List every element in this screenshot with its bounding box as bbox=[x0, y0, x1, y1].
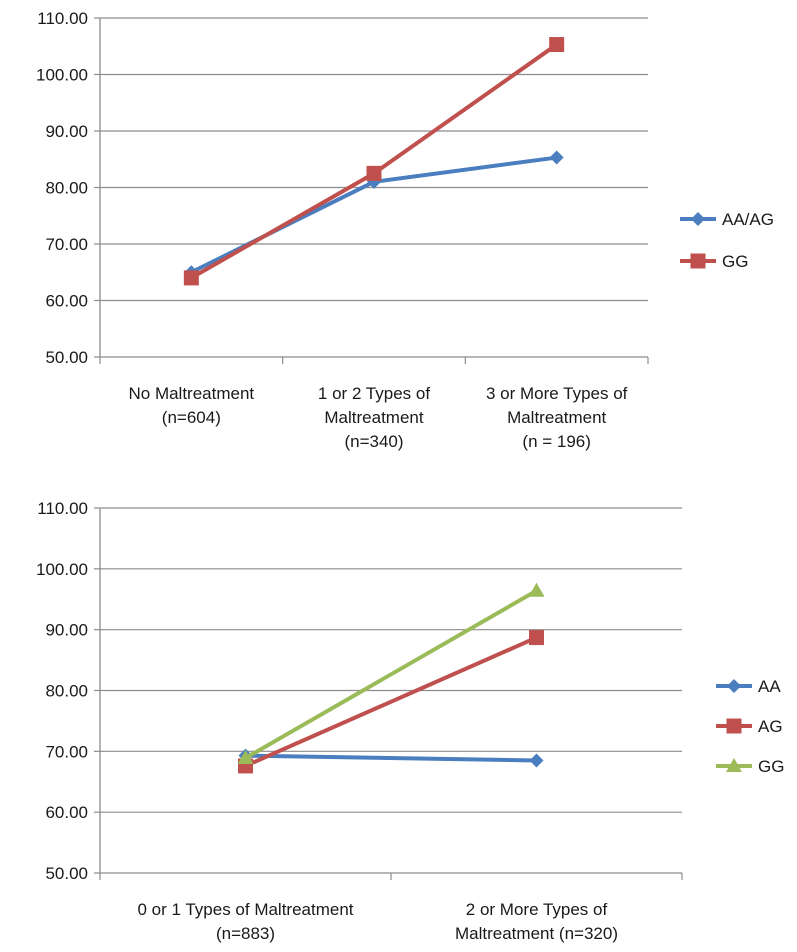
legend-item: AG bbox=[716, 717, 783, 736]
data-point bbox=[237, 750, 254, 765]
y-tick-label: 80.00 bbox=[45, 179, 88, 198]
legend-label: GG bbox=[722, 252, 748, 271]
series-line bbox=[244, 635, 538, 768]
y-tick-label: 90.00 bbox=[45, 122, 88, 141]
legend-item: GG bbox=[716, 757, 784, 776]
category-label: 0 or 1 Types of Maltreatment (n=883) bbox=[137, 900, 353, 943]
y-tick-label: 60.00 bbox=[45, 803, 88, 822]
category-label: No Maltreatment (n=604) bbox=[128, 384, 254, 427]
legend-item: GG bbox=[680, 252, 748, 271]
y-tick-label: 110.00 bbox=[37, 9, 88, 28]
y-tick-label: 100.00 bbox=[36, 560, 88, 579]
y-tick-label: 50.00 bbox=[45, 864, 88, 883]
data-point bbox=[529, 753, 544, 768]
legend-item: AA bbox=[716, 677, 781, 696]
series-gg bbox=[237, 582, 545, 765]
legend: AA/AG GG bbox=[680, 210, 774, 271]
y-tick-label: 110.00 bbox=[37, 499, 88, 518]
legend-label: GG bbox=[758, 757, 784, 776]
legend-marker bbox=[726, 718, 742, 734]
data-point bbox=[528, 582, 545, 597]
legend-label: AA/AG bbox=[722, 210, 774, 229]
y-tick-label: 50.00 bbox=[45, 348, 88, 367]
data-point bbox=[366, 165, 382, 181]
legend-marker bbox=[726, 758, 742, 772]
category-label: 3 or More Types of Maltreatment (n = 196) bbox=[486, 384, 628, 451]
y-tick-label: 70.00 bbox=[45, 235, 88, 254]
chart-top: 50.00 60.00 70.00 80.00 90.00 100.00 110.00 No … bbox=[36, 9, 774, 451]
legend-item: AA/AG bbox=[680, 210, 774, 229]
y-tick-label: 60.00 bbox=[45, 292, 88, 311]
y-tick-label: 70.00 bbox=[45, 742, 88, 761]
legend-label: AA bbox=[758, 677, 781, 696]
plot-area: 50.00 60.00 70.00 80.00 90.00 100.00 110.00 No … bbox=[36, 9, 649, 451]
legend: AA AG GG bbox=[716, 677, 784, 776]
legend-marker bbox=[727, 679, 741, 693]
data-point bbox=[549, 150, 564, 165]
series-line bbox=[245, 753, 537, 763]
series-gg bbox=[183, 37, 565, 286]
category-label: 2 or More Types of Maltreatment (n=320) bbox=[455, 900, 618, 943]
y-tick-label: 90.00 bbox=[45, 621, 88, 640]
legend-label: AG bbox=[758, 717, 783, 736]
plot-area: 50.00 60.00 70.00 80.00 90.00 100.00 110.00 0 o… bbox=[36, 499, 683, 943]
data-point bbox=[529, 630, 544, 646]
data-point bbox=[549, 37, 565, 53]
y-tick-label: 100.00 bbox=[36, 66, 88, 85]
data-point bbox=[183, 270, 199, 286]
series-line bbox=[244, 588, 538, 760]
legend-marker bbox=[691, 212, 705, 226]
series-line bbox=[190, 42, 558, 280]
chart-bottom: 50.00 60.00 70.00 80.00 90.00 100.00 110.00 0 o… bbox=[36, 499, 784, 943]
legend-marker bbox=[690, 253, 706, 269]
y-tick-label: 80.00 bbox=[45, 682, 88, 701]
category-label: 1 or 2 Types of Maltreatment (n=340) bbox=[318, 384, 430, 451]
